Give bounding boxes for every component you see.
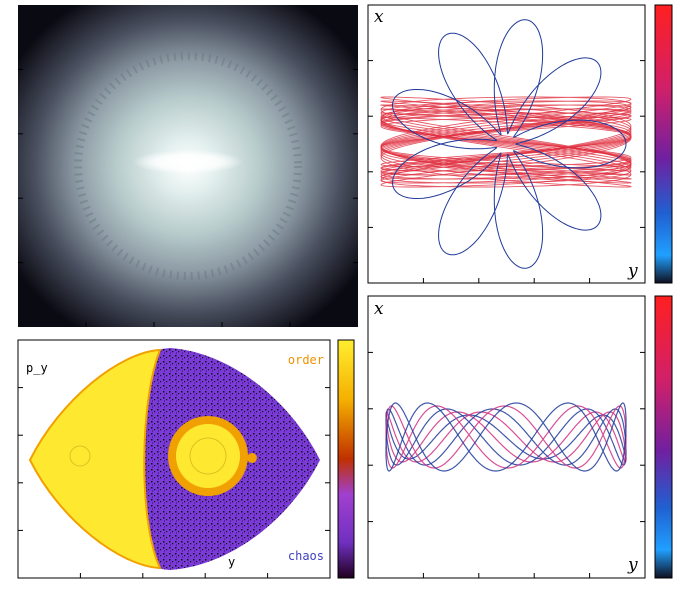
- orbit-line: [385, 402, 627, 472]
- p-label: p_y: [26, 361, 48, 375]
- orbit-lines: [379, 19, 633, 269]
- island-small: [247, 453, 257, 463]
- colorbar: [654, 295, 673, 579]
- island-contour: [189, 437, 227, 475]
- orbit-red: [380, 96, 632, 188]
- orbit-red: [379, 104, 633, 180]
- galaxy-bar: [133, 150, 243, 174]
- colorbar: [337, 339, 355, 579]
- frame-ticks: [18, 60, 645, 578]
- colorbar: [654, 4, 673, 284]
- x-label: x: [374, 299, 384, 319]
- x-label: x: [374, 7, 384, 27]
- orbit-blue: [392, 19, 627, 269]
- galaxy-ring: [74, 52, 302, 280]
- chaos-label: chaos: [288, 549, 324, 563]
- y-label: y: [627, 261, 638, 281]
- island-contour: [69, 445, 91, 467]
- order-island: [176, 424, 240, 488]
- orbit-red: [380, 112, 632, 172]
- orbit-red: [380, 108, 632, 176]
- orbit-lines: [385, 402, 627, 472]
- order-label: order: [288, 353, 324, 367]
- orbit-line: [385, 414, 627, 460]
- orbit-red: [380, 116, 632, 168]
- orbit-line: [385, 405, 627, 469]
- order-island: [28, 348, 162, 570]
- orbit-red: [380, 100, 632, 184]
- y-label: y: [228, 555, 235, 569]
- y-label: y: [627, 555, 638, 575]
